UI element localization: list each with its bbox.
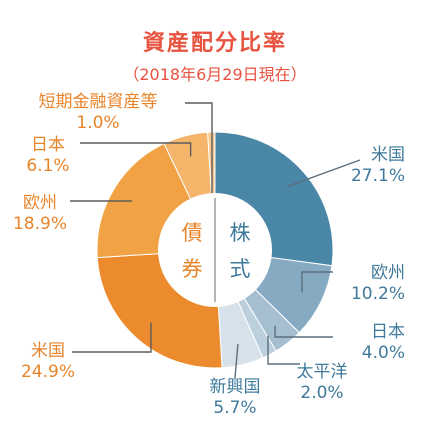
leader-line-7 (80, 142, 192, 157)
slice-name-3: 太平洋 (297, 362, 348, 382)
slice-value-8: 1.0% (76, 113, 119, 133)
chart-title: 資産配分比率 (143, 30, 287, 56)
slice-name-2: 日本 (371, 322, 405, 342)
leader-line-2 (274, 325, 333, 338)
slice-value-2: 4.0% (362, 343, 405, 363)
slice-name-5: 米国 (31, 341, 65, 361)
slice-name-0: 米国 (371, 145, 405, 165)
slice-name-4: 新興国 (210, 377, 261, 397)
leader-line-5 (72, 322, 152, 353)
slice-name-1: 欧州 (371, 263, 405, 283)
slice-name-8: 短期金融資産等 (39, 92, 158, 112)
slice-value-0: 27.1% (351, 166, 405, 186)
leader-line-4 (234, 343, 239, 379)
leader-lines (70, 102, 361, 379)
center-bond-label-2: 券 (182, 257, 203, 281)
slice-value-6: 18.9% (13, 214, 67, 234)
slice-value-5: 24.9% (21, 362, 75, 382)
center-stock-label-2: 式 (230, 257, 251, 281)
slice-labels: 米国27.1%欧州10.2%日本4.0%太平洋2.0%新興国5.7%米国24.9… (13, 92, 405, 418)
center-stock-label-1: 株 (230, 221, 251, 245)
leader-line-8 (185, 102, 213, 204)
center-bond-label-1: 債 (182, 221, 203, 245)
slice-value-3: 2.0% (300, 383, 343, 403)
slice-name-7: 日本 (31, 135, 65, 155)
leader-line-0 (287, 159, 361, 187)
leader-line-1 (301, 271, 333, 293)
slice-value-1: 10.2% (351, 284, 405, 304)
slice-value-4: 5.7% (213, 398, 256, 418)
chart-subtitle: （2018年6月29日現在） (123, 65, 306, 84)
leader-line-3 (267, 335, 300, 365)
slice-name-6: 欧州 (23, 193, 57, 213)
slice-value-7: 6.1% (26, 156, 69, 176)
